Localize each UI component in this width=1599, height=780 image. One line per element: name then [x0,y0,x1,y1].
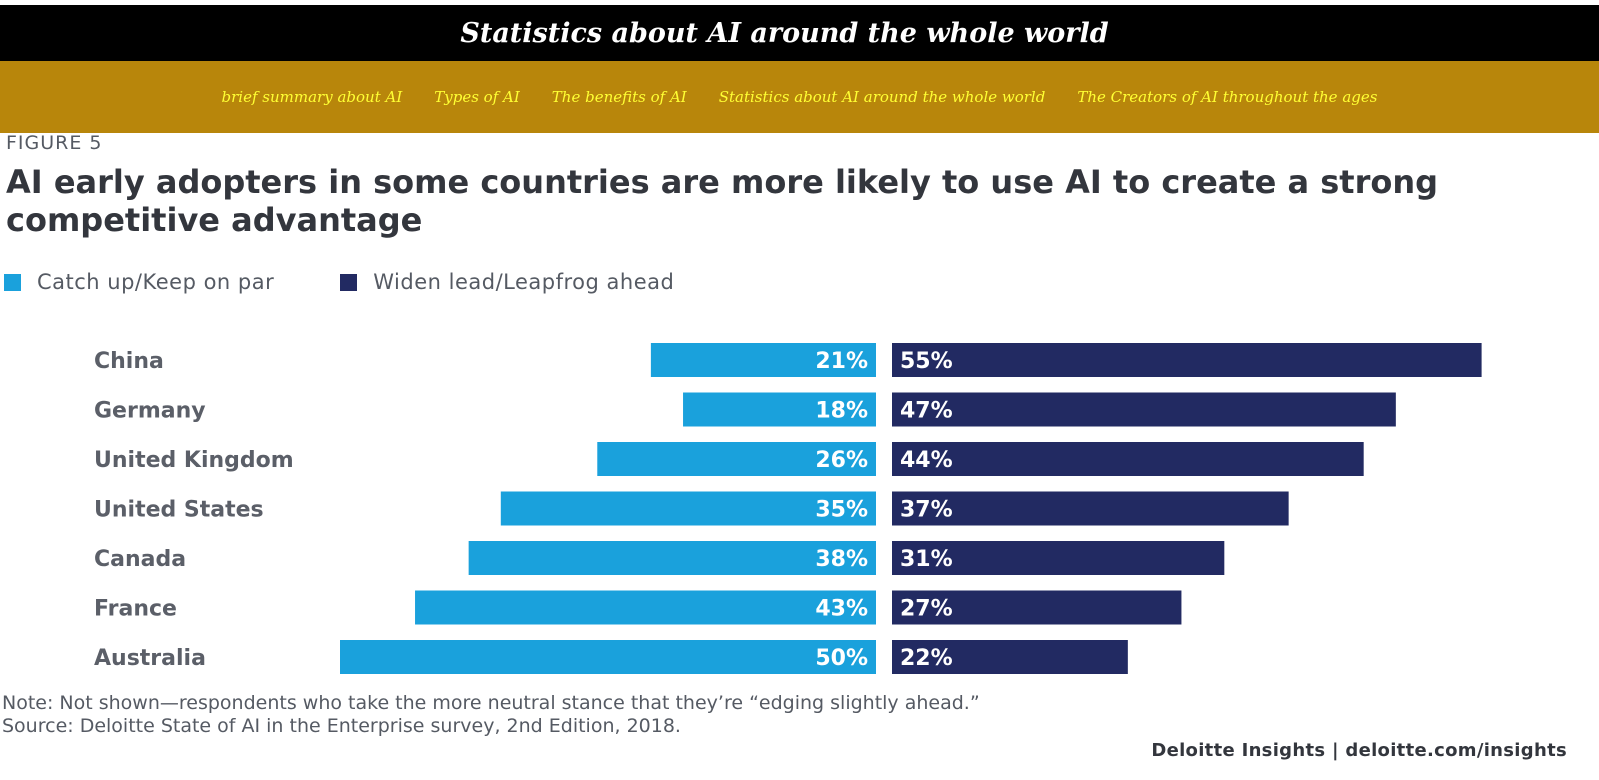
bar-catch-up-germany [683,392,876,427]
value-label-widen-lead-canada: 31% [900,547,953,572]
page-title: Statistics about AI around the whole wor… [460,17,1109,49]
bar-widen-lead-france [892,590,1182,625]
legend-label-catch-up: Catch up/Keep on par [37,270,275,294]
bar-widen-lead-united-kingdom [892,442,1364,476]
category-label-australia: Australia [94,646,206,671]
value-label-widen-lead-united-kingdom: 44% [900,448,953,473]
value-label-catch-up-germany: 18% [815,399,868,424]
category-label-france: France [94,597,177,622]
bar-catch-up-china [650,343,876,377]
legend-swatch-widen-lead [340,273,358,291]
bar-catch-up-united-kingdom [597,442,876,476]
legend-label-widen-lead: Widen lead/Leapfrog ahead [373,270,675,294]
bar-catch-up-france [415,590,876,625]
legend-item-widen-lead: Widen lead/Leapfrog ahead [340,270,674,294]
value-label-catch-up-canada: 38% [815,547,868,572]
nav-link-types[interactable]: Types of AI [434,88,520,106]
value-label-widen-lead-china: 55% [900,349,953,374]
value-label-widen-lead-australia: 22% [900,646,953,671]
value-label-catch-up-united-states: 35% [815,498,868,523]
bar-catch-up-canada [468,541,876,575]
page-header: Statistics about AI around the whole wor… [0,5,1599,61]
value-label-catch-up-australia: 50% [815,646,868,671]
value-label-catch-up-china: 21% [815,349,868,374]
category-label-united-states: United States [94,498,264,523]
bar-widen-lead-germany [892,392,1396,427]
chart-title: AI early adopters in some countries are … [6,163,1439,239]
legend-item-catch-up: Catch up/Keep on par [4,270,274,294]
bar-catch-up-australia [340,640,876,674]
value-label-catch-up-france: 43% [815,597,868,622]
legend-swatch-catch-up [4,273,21,291]
figure-label: FIGURE 5 [6,132,103,154]
chart-source: Source: Deloitte State of AI in the Ente… [2,715,681,737]
category-label-united-kingdom: United Kingdom [94,448,294,473]
value-label-catch-up-united-kingdom: 26% [815,448,868,473]
bar-widen-lead-united-states [892,491,1289,526]
nav-link-creators[interactable]: The Creators of AI throughout the ages [1077,88,1378,106]
chart-note-block: Note: Not shown—respondents who take the… [2,692,980,738]
category-label-germany: Germany [94,399,206,424]
chart-credit: Deloitte Insights | deloitte.com/insight… [1151,740,1567,761]
bar-widen-lead-australia [892,640,1128,674]
chart-legend: Catch up/Keep on par Widen lead/Leapfrog… [4,270,740,294]
chart-note: Note: Not shown—respondents who take the… [2,692,980,714]
nav-bar: brief summary about AI Types of AI The b… [0,61,1599,133]
nav-link-benefits[interactable]: The benefits of AI [551,88,687,106]
category-label-china: China [94,349,164,374]
bar-catch-up-united-states [500,491,876,526]
bar-widen-lead-china [892,343,1482,377]
category-label-canada: Canada [94,547,186,572]
value-label-widen-lead-united-states: 37% [900,498,953,523]
nav-link-statistics[interactable]: Statistics about AI around the whole wor… [718,88,1046,106]
value-label-widen-lead-france: 27% [900,597,953,622]
value-label-widen-lead-germany: 47% [900,399,953,424]
bar-widen-lead-canada [892,541,1225,575]
nav-link-summary[interactable]: brief summary about AI [221,88,403,106]
